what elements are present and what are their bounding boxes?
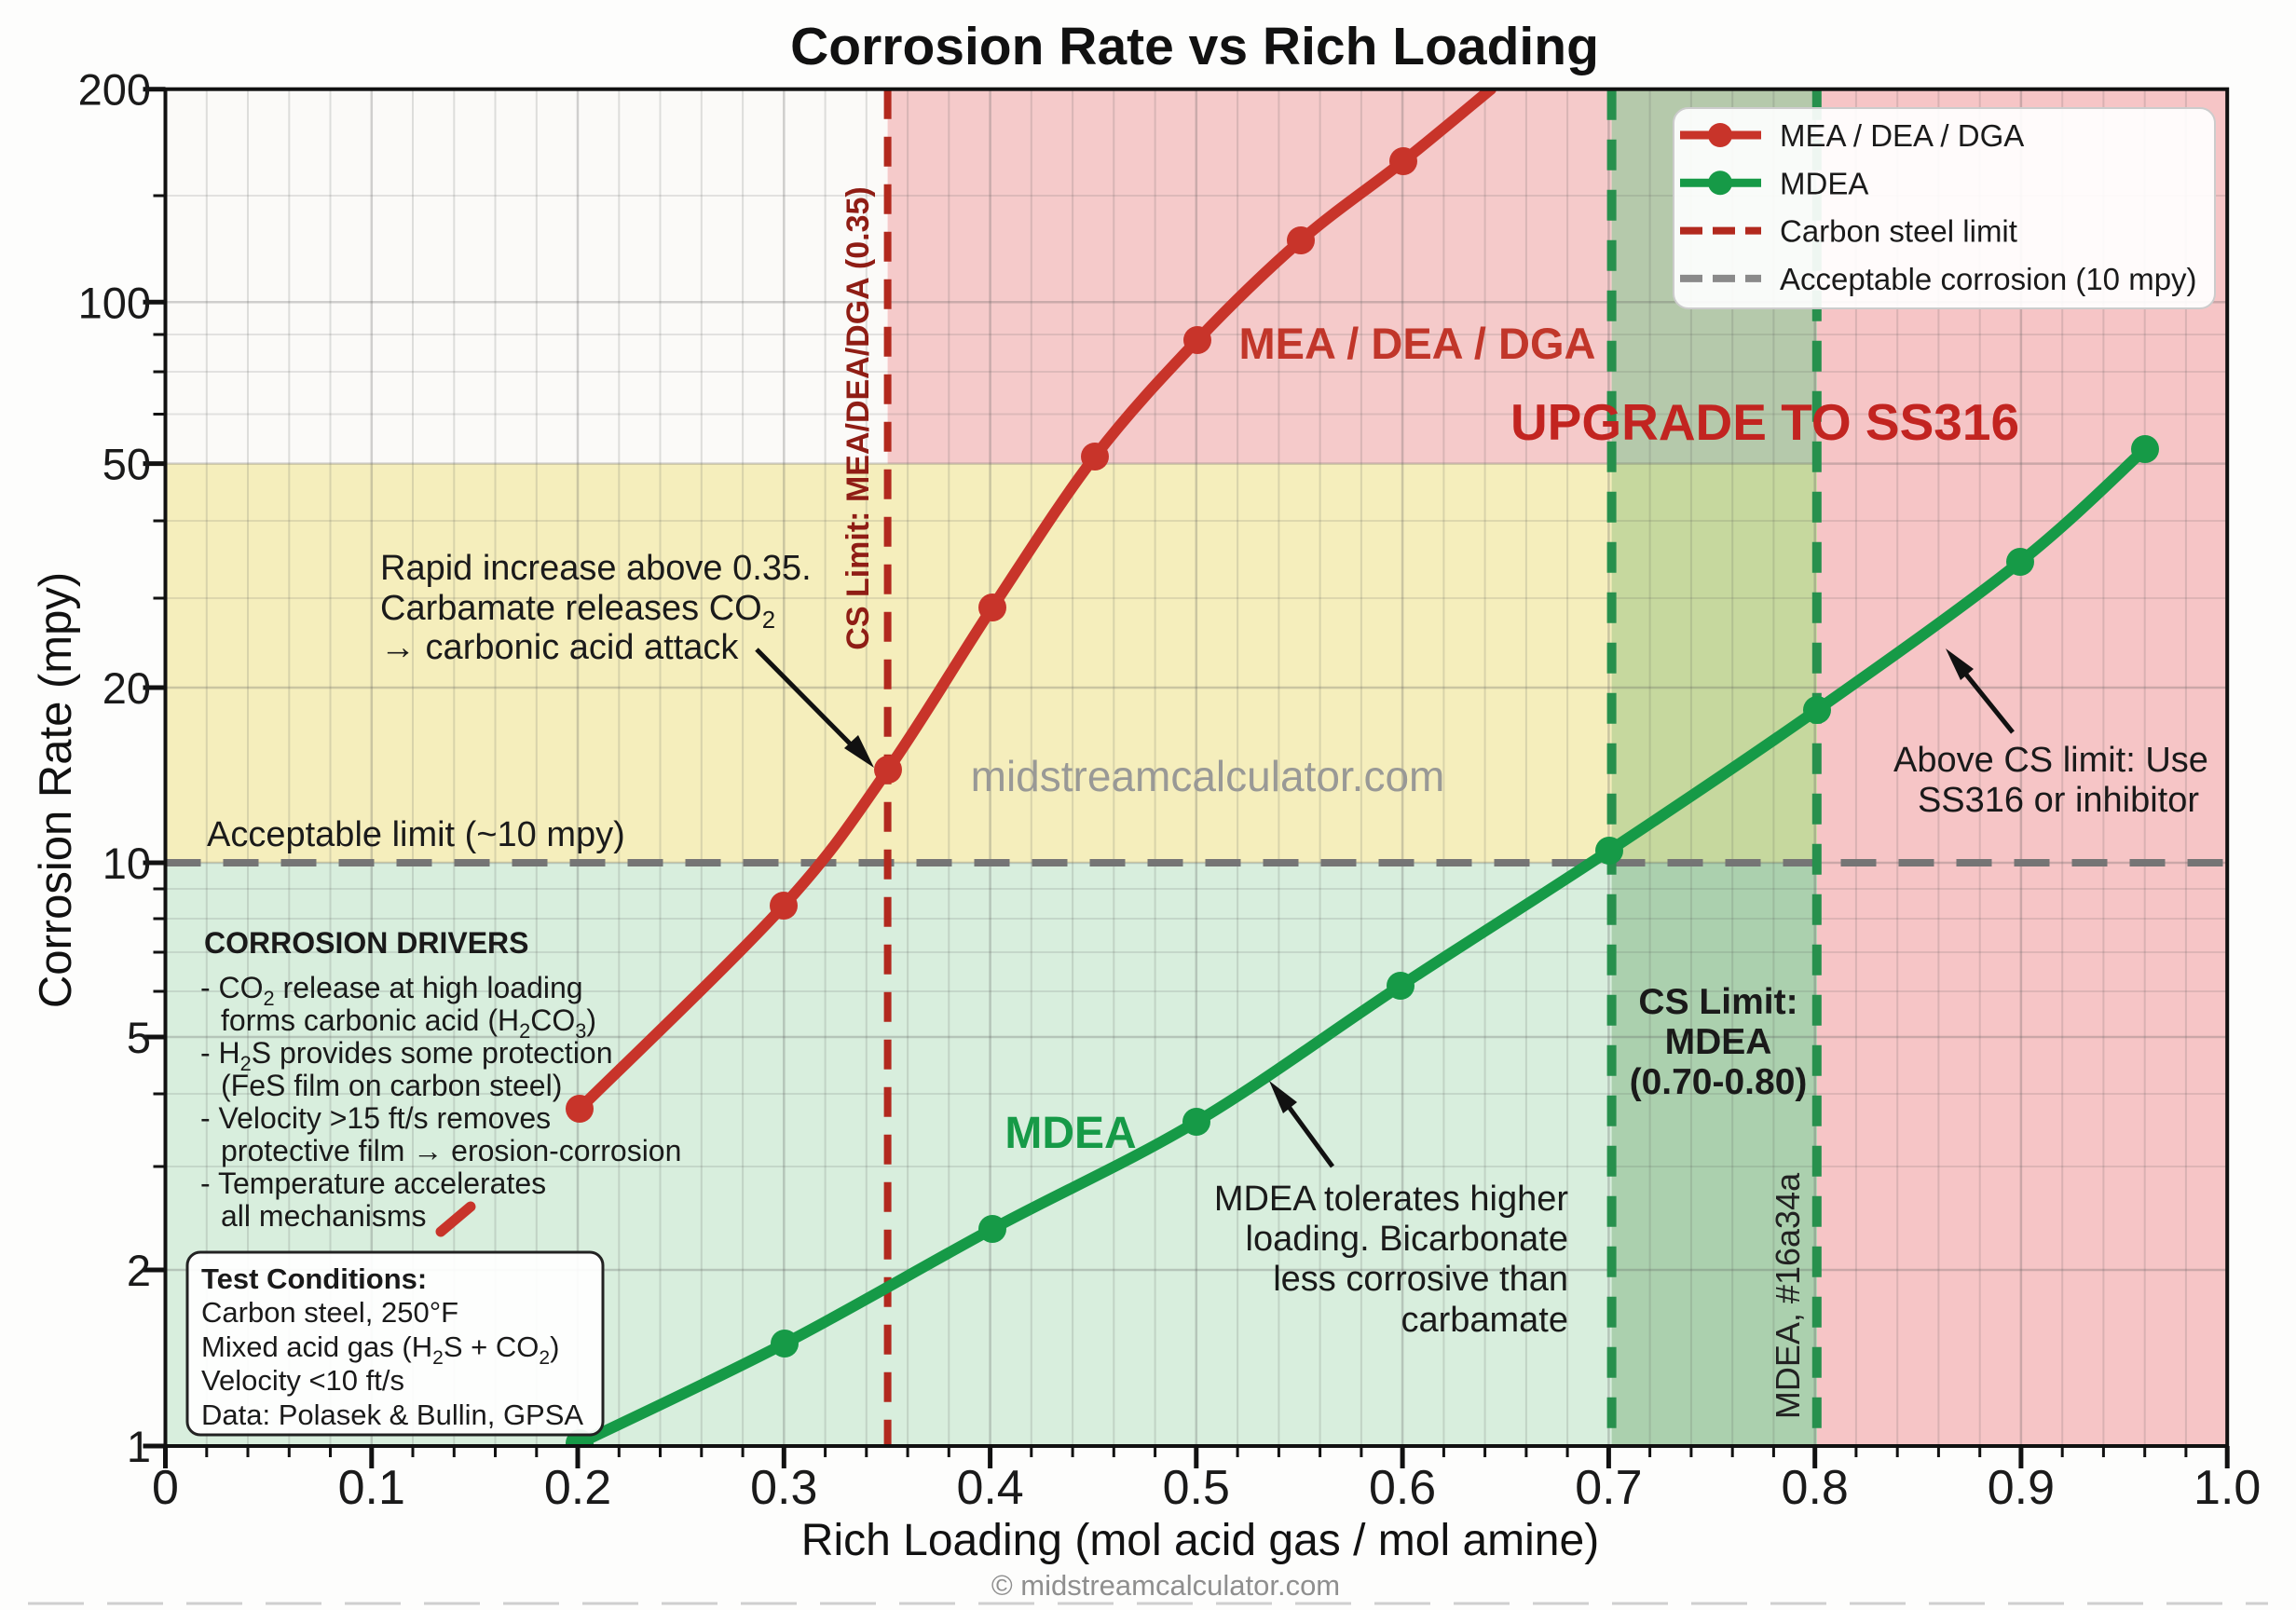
svg-text:50: 50 xyxy=(102,440,151,489)
svg-text:Velocity <10 ft/s: Velocity <10 ft/s xyxy=(201,1364,404,1397)
svg-text:- CO2 release at high loading: - CO2 release at high loading xyxy=(200,971,583,1010)
svg-text:forms carbonic acid (H2CO3): forms carbonic acid (H2CO3) xyxy=(221,1003,596,1043)
svg-text:0.9: 0.9 xyxy=(1988,1461,2055,1515)
svg-text:Corrosion Rate (mpy): Corrosion Rate (mpy) xyxy=(31,572,81,1008)
svg-text:Acceptable limit (~10 mpy): Acceptable limit (~10 mpy) xyxy=(207,815,625,854)
svg-text:© midstreamcalculator.com: © midstreamcalculator.com xyxy=(991,1569,1340,1602)
svg-text:5: 5 xyxy=(127,1013,151,1062)
svg-text:→ carbonic acid attack: → carbonic acid attack xyxy=(380,628,739,667)
svg-text:Carbon steel limit: Carbon steel limit xyxy=(1780,214,2017,249)
svg-text:UPGRADE TO SS316: UPGRADE TO SS316 xyxy=(1510,393,2019,451)
svg-text:Acceptable corrosion (10 mpy): Acceptable corrosion (10 mpy) xyxy=(1780,262,2197,296)
svg-text:MDEA: MDEA xyxy=(1780,166,1868,200)
svg-text:CS Limit: MEA/DEA/DGA (0.35): CS Limit: MEA/DEA/DGA (0.35) xyxy=(840,186,876,649)
svg-text:- H2S provides some protection: - H2S provides some protection xyxy=(200,1036,613,1075)
svg-text:Test Conditions:: Test Conditions: xyxy=(201,1262,427,1295)
svg-text:100: 100 xyxy=(78,278,151,327)
svg-text:CORROSION DRIVERS: CORROSION DRIVERS xyxy=(204,926,528,960)
svg-text:Carbon steel, 250°F: Carbon steel, 250°F xyxy=(201,1296,458,1329)
svg-text:- Temperature accelerates: - Temperature accelerates xyxy=(200,1167,546,1200)
svg-text:carbamate: carbamate xyxy=(1401,1301,1568,1340)
svg-text:MDEA: MDEA xyxy=(1665,1022,1772,1062)
svg-text:MDEA tolerates higher: MDEA tolerates higher xyxy=(1214,1180,1569,1219)
svg-text:Data: Polasek & Bullin, GPSA: Data: Polasek & Bullin, GPSA xyxy=(201,1399,583,1431)
svg-text:0.8: 0.8 xyxy=(1782,1461,1849,1515)
svg-text:protective film → erosion-corr: protective film → erosion-corrosion xyxy=(221,1134,681,1167)
svg-text:Rapid increase above 0.35.: Rapid increase above 0.35. xyxy=(380,549,812,588)
svg-text:2: 2 xyxy=(127,1246,151,1295)
svg-text:0.1: 0.1 xyxy=(338,1461,405,1515)
svg-text:MDEA: MDEA xyxy=(1004,1109,1136,1158)
svg-text:Corrosion Rate vs Rich Loading: Corrosion Rate vs Rich Loading xyxy=(790,17,1599,76)
svg-text:- Velocity >15 ft/s removes: - Velocity >15 ft/s removes xyxy=(200,1101,551,1135)
svg-text:0.7: 0.7 xyxy=(1575,1461,1642,1515)
svg-text:less corrosive than: less corrosive than xyxy=(1273,1260,1568,1299)
svg-text:0.3: 0.3 xyxy=(750,1461,817,1515)
svg-text:all mechanisms: all mechanisms xyxy=(221,1199,427,1233)
svg-text:loading. Bicarbonate: loading. Bicarbonate xyxy=(1246,1220,1568,1259)
svg-text:0.4: 0.4 xyxy=(956,1461,1023,1515)
svg-text:MDEA, #16a34a: MDEA, #16a34a xyxy=(1769,1172,1807,1419)
svg-text:Carbamate releases CO2: Carbamate releases CO2 xyxy=(380,589,775,634)
svg-text:(0.70-0.80): (0.70-0.80) xyxy=(1630,1062,1808,1102)
svg-text:Mixed acid gas (H2S + CO2): Mixed acid gas (H2S + CO2) xyxy=(201,1330,559,1369)
svg-text:0.2: 0.2 xyxy=(544,1461,611,1515)
svg-text:CS Limit:: CS Limit: xyxy=(1638,982,1797,1022)
svg-text:MEA / DEA / DGA: MEA / DEA / DGA xyxy=(1239,319,1596,368)
svg-text:0.5: 0.5 xyxy=(1163,1461,1230,1515)
svg-text:midstreamcalculator.com: midstreamcalculator.com xyxy=(971,752,1445,800)
svg-text:1: 1 xyxy=(127,1422,151,1471)
svg-text:200: 200 xyxy=(78,65,151,115)
svg-text:SS316 or inhibitor: SS316 or inhibitor xyxy=(1918,781,2199,820)
svg-text:10: 10 xyxy=(102,839,151,888)
svg-text:1.0: 1.0 xyxy=(2194,1461,2261,1515)
svg-text:MEA / DEA / DGA: MEA / DEA / DGA xyxy=(1780,118,2024,153)
svg-text:(FeS film on carbon steel): (FeS film on carbon steel) xyxy=(221,1069,562,1102)
svg-text:0: 0 xyxy=(152,1461,179,1515)
svg-text:20: 20 xyxy=(102,663,151,713)
svg-text:Above CS limit: Use: Above CS limit: Use xyxy=(1893,741,2208,780)
svg-text:0.6: 0.6 xyxy=(1369,1461,1436,1515)
svg-text:Rich Loading (mol acid gas / m: Rich Loading (mol acid gas / mol amine) xyxy=(801,1516,1599,1565)
